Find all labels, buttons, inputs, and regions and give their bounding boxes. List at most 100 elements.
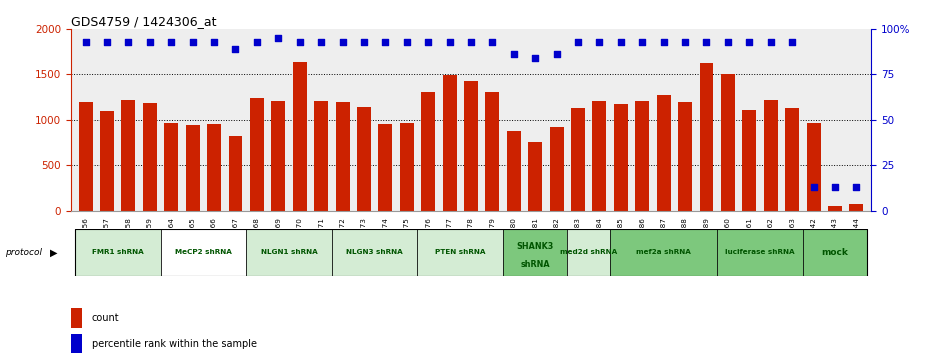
Text: mock: mock	[821, 248, 849, 257]
Bar	[614, 105, 627, 211]
Bar	[357, 107, 371, 211]
Point	[100, 39, 115, 45]
Point	[442, 39, 457, 45]
Bar	[79, 102, 92, 211]
Text: count: count	[92, 313, 120, 323]
Bar	[507, 131, 521, 211]
Point	[549, 52, 564, 57]
Point	[849, 184, 864, 190]
Bar	[315, 101, 328, 211]
Bar	[528, 143, 543, 211]
Bar	[207, 124, 221, 211]
Bar	[246, 229, 332, 276]
Text: FMR1 shRNA: FMR1 shRNA	[92, 249, 143, 255]
Bar	[164, 122, 178, 211]
Bar	[250, 98, 264, 211]
Bar	[229, 136, 242, 211]
Point	[250, 39, 265, 45]
Text: mef2a shRNA: mef2a shRNA	[636, 249, 691, 255]
Point	[335, 39, 350, 45]
Bar	[721, 74, 735, 211]
Point	[677, 39, 692, 45]
Bar	[293, 62, 307, 211]
Bar	[657, 95, 671, 211]
Bar	[335, 102, 349, 211]
Bar	[332, 229, 417, 276]
Text: protocol: protocol	[5, 248, 41, 257]
Point	[78, 39, 93, 45]
Point	[186, 39, 201, 45]
Bar	[610, 229, 717, 276]
Point	[121, 39, 136, 45]
Point	[592, 39, 607, 45]
Point	[292, 39, 307, 45]
Bar	[421, 92, 435, 211]
Bar	[399, 122, 414, 211]
Point	[142, 39, 157, 45]
Point	[741, 39, 756, 45]
Bar	[550, 127, 563, 211]
Point	[485, 39, 500, 45]
Bar	[806, 122, 820, 211]
Point	[806, 184, 821, 190]
Text: NLGN1 shRNA: NLGN1 shRNA	[261, 249, 317, 255]
Bar	[742, 110, 756, 211]
Point	[721, 39, 736, 45]
Bar	[635, 101, 649, 211]
Point	[827, 184, 842, 190]
Bar	[71, 309, 83, 328]
Bar	[567, 229, 610, 276]
Bar	[71, 334, 83, 353]
Text: GDS4759 / 1424306_at: GDS4759 / 1424306_at	[71, 15, 216, 28]
Point	[399, 39, 414, 45]
Text: PTEN shRNA: PTEN shRNA	[435, 249, 485, 255]
Point	[785, 39, 800, 45]
Bar	[443, 75, 457, 211]
Point	[506, 52, 521, 57]
Text: SHANK3: SHANK3	[516, 242, 554, 251]
Bar	[122, 100, 136, 211]
Text: percentile rank within the sample: percentile rank within the sample	[92, 339, 257, 348]
Text: MeCP2 shRNA: MeCP2 shRNA	[175, 249, 232, 255]
Point	[421, 39, 436, 45]
Bar	[75, 229, 160, 276]
Bar	[678, 102, 692, 211]
Point	[699, 39, 714, 45]
Point	[763, 39, 778, 45]
Point	[657, 39, 672, 45]
Point	[270, 35, 285, 41]
Bar	[786, 108, 799, 211]
Bar	[828, 206, 842, 211]
Text: NLGN3 shRNA: NLGN3 shRNA	[347, 249, 403, 255]
Text: med2d shRNA: med2d shRNA	[560, 249, 617, 255]
Text: ▶: ▶	[50, 247, 57, 257]
Text: shRNA: shRNA	[520, 260, 550, 269]
Bar	[593, 101, 607, 211]
Bar	[700, 62, 713, 211]
Point	[613, 39, 628, 45]
Point	[378, 39, 393, 45]
Point	[206, 39, 221, 45]
Bar	[160, 229, 246, 276]
Bar	[485, 92, 499, 211]
Point	[314, 39, 329, 45]
Point	[463, 39, 479, 45]
Point	[528, 55, 543, 61]
Bar	[571, 108, 585, 211]
Bar	[764, 100, 778, 211]
Bar	[379, 124, 392, 211]
Bar	[271, 101, 285, 211]
Point	[228, 46, 243, 52]
Point	[635, 39, 650, 45]
Bar	[464, 81, 478, 211]
Bar	[417, 229, 503, 276]
Bar	[803, 229, 867, 276]
Bar	[503, 229, 567, 276]
Bar	[186, 125, 200, 211]
Point	[356, 39, 371, 45]
Point	[164, 39, 179, 45]
Bar	[100, 111, 114, 211]
Point	[571, 39, 586, 45]
Bar	[850, 204, 863, 211]
Bar	[143, 102, 156, 211]
